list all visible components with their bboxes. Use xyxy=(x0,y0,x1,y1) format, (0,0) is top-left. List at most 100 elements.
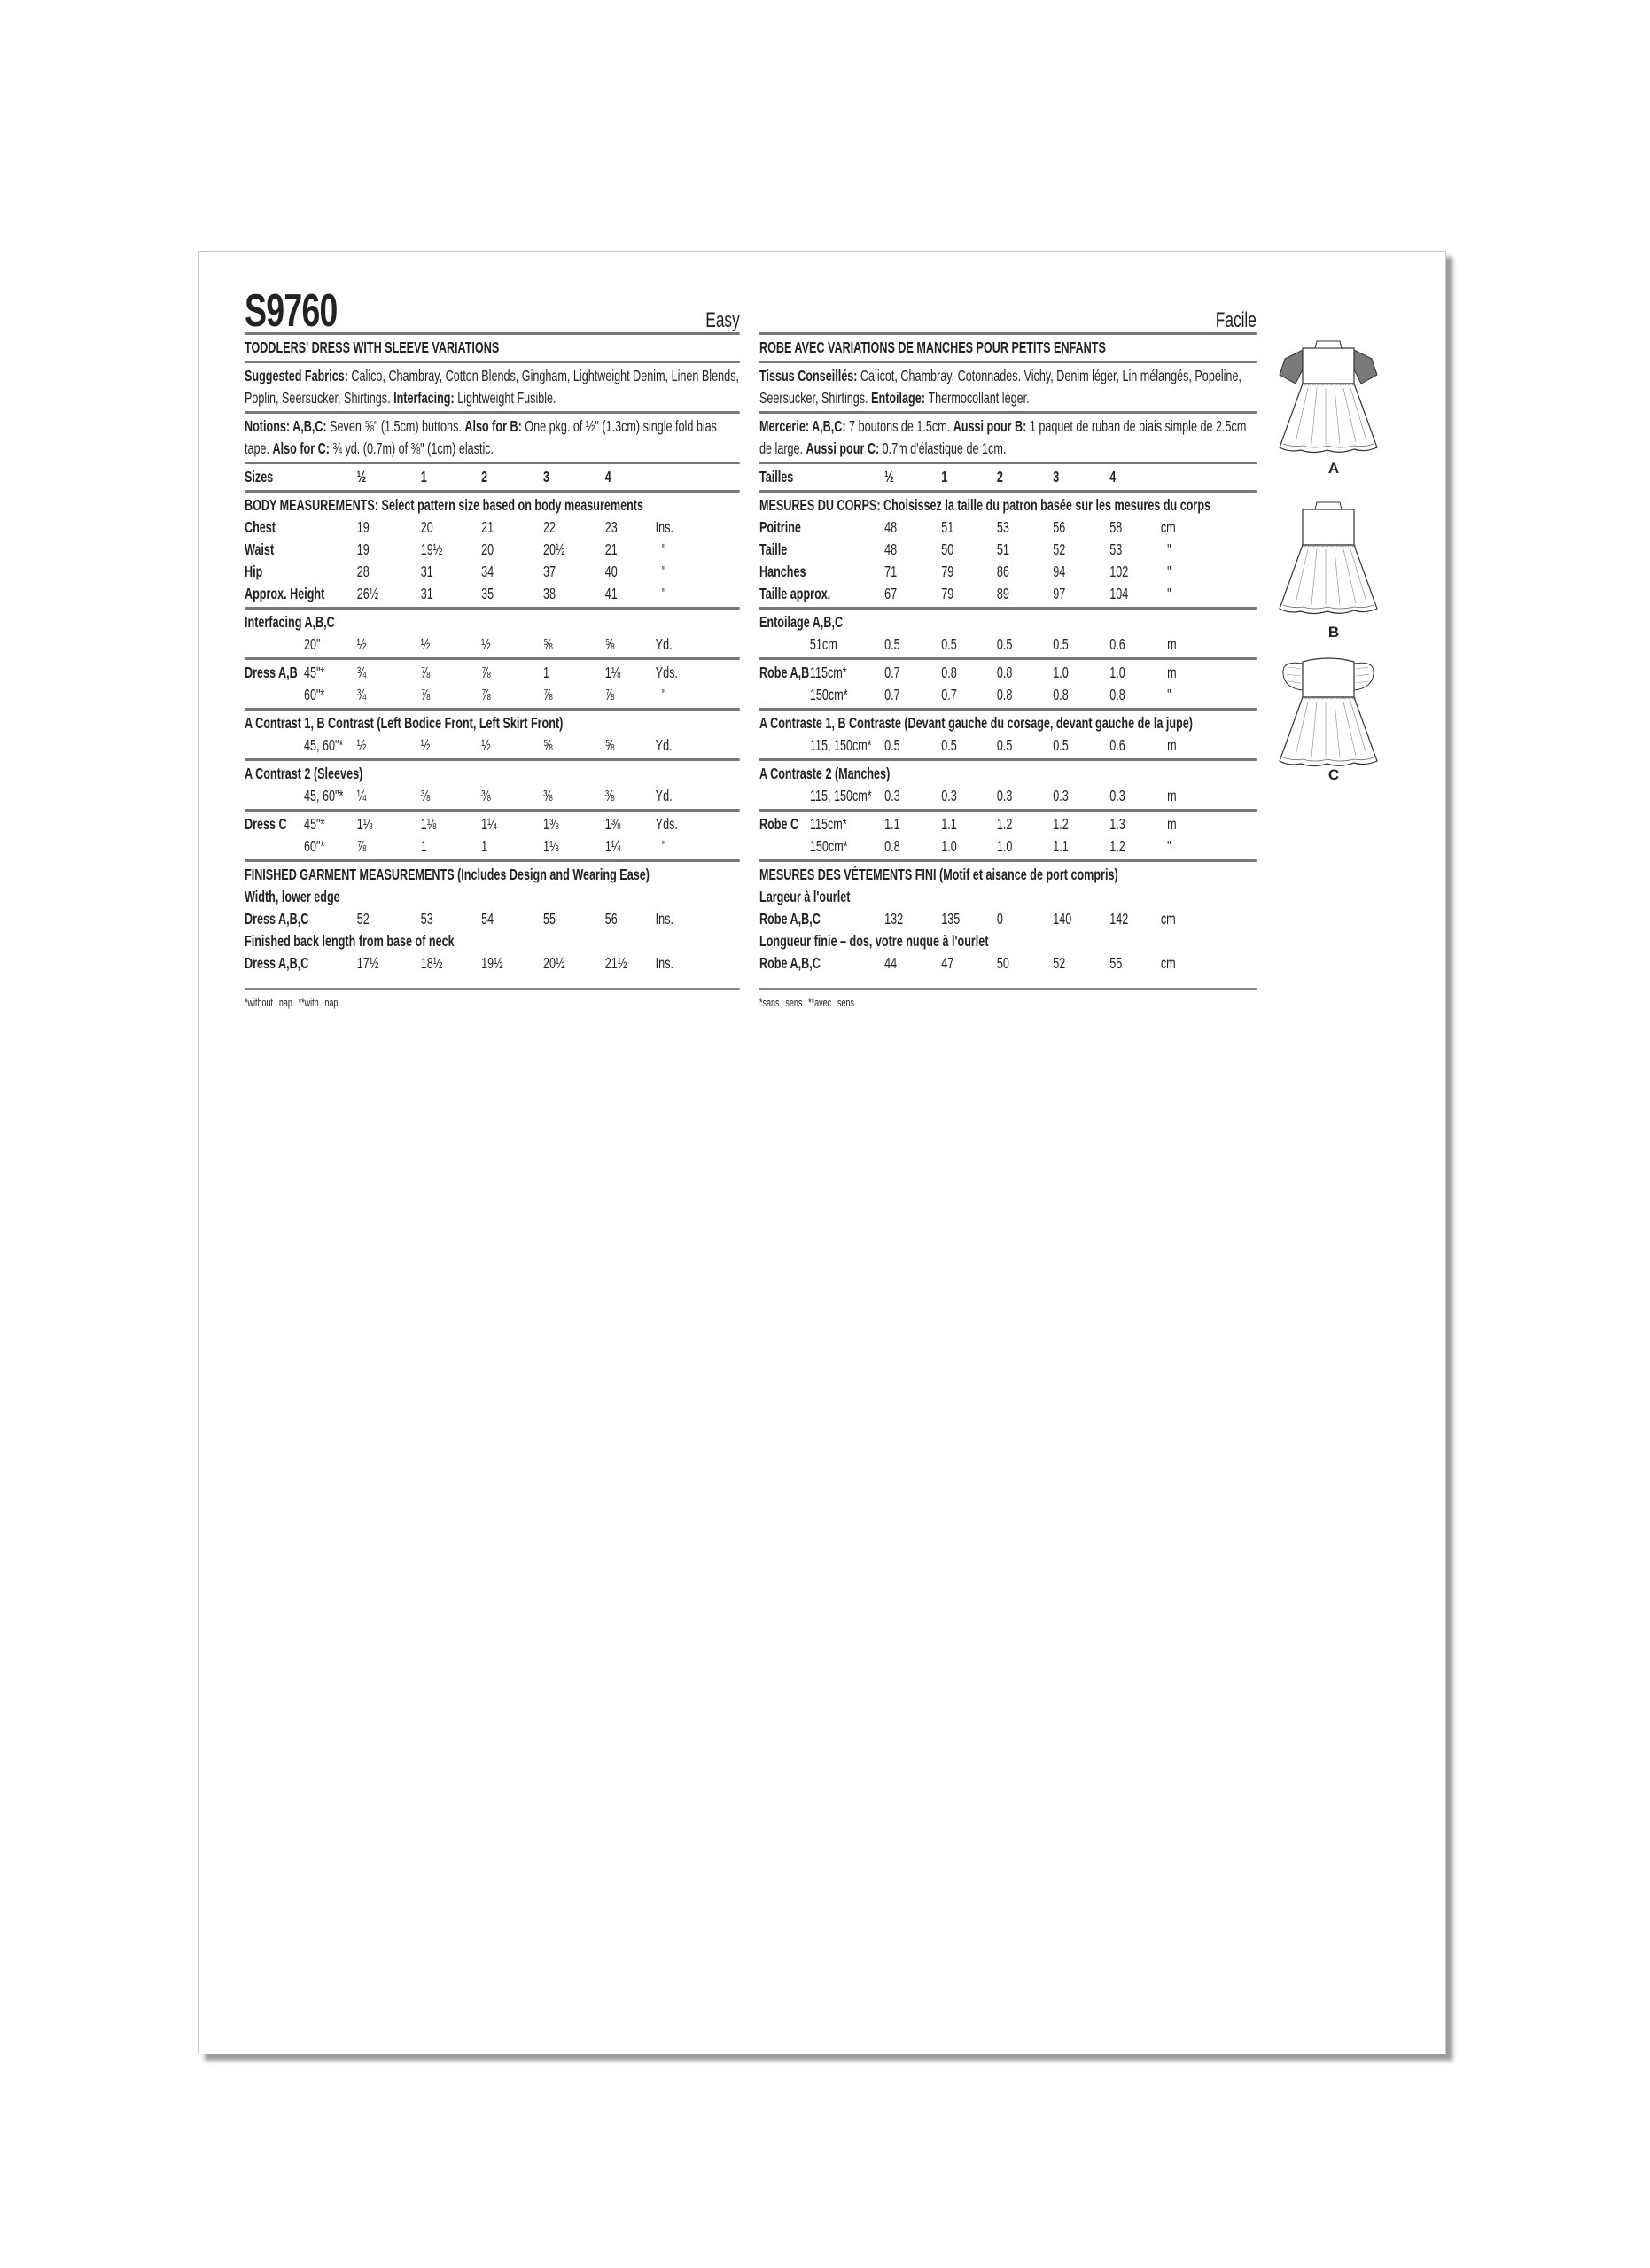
view-a-drawing xyxy=(1279,340,1378,454)
text-segment: Calicot, Chambray, Cotonnades. Vichy, De… xyxy=(759,367,1241,407)
table-cell: 31 xyxy=(420,563,433,580)
size-5: 4 xyxy=(604,468,611,485)
section-heading-row: Width, lower edge xyxy=(245,886,740,908)
unit: Ins. xyxy=(655,518,673,536)
section-heading: A Contraste 2 (Manches) xyxy=(759,765,891,782)
table-cell: 0.5 xyxy=(1053,635,1069,653)
fabric-width: 115cm* xyxy=(809,664,847,681)
table-cell: 1⅛ xyxy=(420,815,437,833)
table-cell: 20 xyxy=(420,518,433,536)
table-cell: 21½ xyxy=(604,954,627,972)
table-cell: 1.0 xyxy=(1053,664,1069,681)
table-row: Robe A,B,C 132 135 0 140 142 cm xyxy=(759,908,1257,930)
row-label: Hip xyxy=(245,563,263,580)
unit: " xyxy=(661,563,666,580)
size-1: ½ xyxy=(884,468,894,485)
table-cell: ⅞ xyxy=(420,664,431,681)
section-heading: FINISHED GARMENT MEASUREMENTS (Includes … xyxy=(245,866,650,883)
table-cell: 52 xyxy=(356,910,370,928)
table-row: Dress A,B 45"* ¾ ⅞ ⅞ 1 1⅛ Yds. xyxy=(245,662,740,684)
table-cell: 20½ xyxy=(542,540,565,558)
table-cell: 19½ xyxy=(420,540,443,558)
table-row: Hanches 71 79 86 94 102 " xyxy=(759,561,1257,583)
suggested-fabrics: Tissus Conseillés: Calicot, Chambray, Co… xyxy=(759,365,1257,409)
unit: m xyxy=(1167,664,1177,681)
pattern-number: S9760 xyxy=(245,285,338,337)
suggested-fabrics: Suggested Fabrics: Calico, Chambray, Cot… xyxy=(245,365,740,409)
section-heading-row: BODY MEASUREMENTS: Select pattern size b… xyxy=(245,494,740,517)
table-row: 60"* ⅞ 1 1 1⅛ 1¼ " xyxy=(245,835,740,858)
row-label: Robe C xyxy=(759,815,799,833)
table-cell: 28 xyxy=(356,563,370,580)
size-2: 1 xyxy=(420,468,427,485)
bold-label: Tissus Conseillés: xyxy=(759,367,860,384)
bold-label: Interfacing: xyxy=(393,389,458,407)
unit: " xyxy=(661,540,666,558)
table-cell: 0.5 xyxy=(996,635,1013,653)
fabric-width: 150cm* xyxy=(809,686,848,703)
measurement-section: Dress C 45"* 1⅛ 1⅛ 1¼ 1⅜ 1⅜ Yds. 60"* ⅞ 1 1 1⅛ 1¼ " xyxy=(245,812,740,862)
sizes-row: Tailles ½ 1 2 3 4 xyxy=(759,466,1257,488)
size-2: 1 xyxy=(941,468,948,485)
notions: Mercerie: A,B,C: 7 boutons de 1.5cm. Aus… xyxy=(759,416,1257,460)
table-cell: 1¼ xyxy=(604,837,621,855)
measurement-section: A Contrast 2 (Sleeves) 45, 60"* ¼ ⅜ ⅜ ⅜ ⅜ Yd. xyxy=(245,761,740,812)
table-cell: 18½ xyxy=(420,954,443,972)
section-heading: A Contrast 1, B Contrast (Left Bodice Fr… xyxy=(245,714,564,732)
table-cell: ½ xyxy=(420,635,431,653)
table-cell: 0.3 xyxy=(1109,787,1125,804)
table-row: Dress A,B,C 17½ 18½ 19½ 20½ 21½ Ins. xyxy=(245,952,740,975)
measurement-section: Dress A,B 45"* ¾ ⅞ ⅞ 1 1⅛ Yds. 60"* ¾ ⅞ ⅞ ⅞ ⅞ " xyxy=(245,660,740,711)
bold-label: Entoilage: xyxy=(871,389,929,407)
row-label: Hanches xyxy=(759,563,806,580)
table-cell: 1.1 xyxy=(1053,837,1069,855)
section-heading-row: A Contraste 2 (Manches) xyxy=(759,763,1257,785)
fabric-width: 45"* xyxy=(303,664,325,681)
unit: Yds. xyxy=(655,815,678,833)
table-cell: 1 xyxy=(481,837,488,855)
unit: " xyxy=(1167,540,1171,558)
table-cell: 21 xyxy=(604,540,618,558)
section-heading-row: FINISHED GARMENT MEASUREMENTS (Includes … xyxy=(245,864,740,886)
table-cell: 1⅜ xyxy=(604,815,621,833)
view-illustrations: A B C xyxy=(1276,335,1391,787)
table-cell: 44 xyxy=(884,954,898,972)
section-heading: Longueur finie – dos, votre nuque à l'ou… xyxy=(759,932,989,950)
table-cell: 1.0 xyxy=(996,837,1013,855)
dress-drawings xyxy=(1279,340,1378,767)
row-label: Dress A,B xyxy=(245,664,298,681)
view-b-label: B xyxy=(1327,624,1340,641)
table-cell: 0.8 xyxy=(941,664,957,681)
row-label: Dress C xyxy=(245,815,287,833)
table-cell: 1.0 xyxy=(1109,664,1125,681)
sizes-label: Tailles xyxy=(759,468,794,485)
table-cell: ⅝ xyxy=(542,736,553,754)
table-row: Waist 19 19½ 20 20½ 21 " xyxy=(245,539,740,561)
fabric-width: 51cm xyxy=(809,635,837,653)
fabric-width: 20" xyxy=(303,635,321,653)
table-row: 150cm* 0.8 1.0 1.0 1.1 1.2 " xyxy=(759,835,1257,858)
table-cell: 54 xyxy=(481,910,494,928)
table-cell: 0.3 xyxy=(996,787,1013,804)
table-cell: ½ xyxy=(420,736,431,754)
measurement-section: MESURES DES VÉTEMENTS FINI (Motif et ais… xyxy=(759,862,1257,990)
row-label: Robe A,B xyxy=(759,664,810,681)
table-cell: ½ xyxy=(481,736,491,754)
table-cell: 55 xyxy=(542,910,556,928)
table-cell: 0.8 xyxy=(996,686,1013,703)
table-cell: ⅞ xyxy=(604,686,615,703)
text-segment: ¾ yd. (0.7m) of ⅜" (1cm) elastic. xyxy=(332,439,494,457)
table-cell: ½ xyxy=(356,736,367,754)
unit: Ins. xyxy=(655,954,673,972)
section-heading-row: Largeur à l'ourlet xyxy=(759,886,1257,908)
pattern-envelope-back xyxy=(198,251,1446,2054)
table-row: 45, 60"* ½ ½ ½ ⅝ ⅝ Yd. xyxy=(245,734,740,757)
table-cell: 1¼ xyxy=(481,815,497,833)
text-segment: 7 boutons de 1.5cm. xyxy=(849,417,953,435)
size-5: 4 xyxy=(1109,468,1117,485)
table-cell: 19½ xyxy=(481,954,503,972)
table-row: Approx. Height 26½ 31 35 38 41 " xyxy=(245,583,740,605)
bold-label: Also for C: xyxy=(272,439,333,457)
table-cell: 31 xyxy=(420,585,433,602)
bold-label: Mercerie: A,B,C: xyxy=(759,417,850,435)
